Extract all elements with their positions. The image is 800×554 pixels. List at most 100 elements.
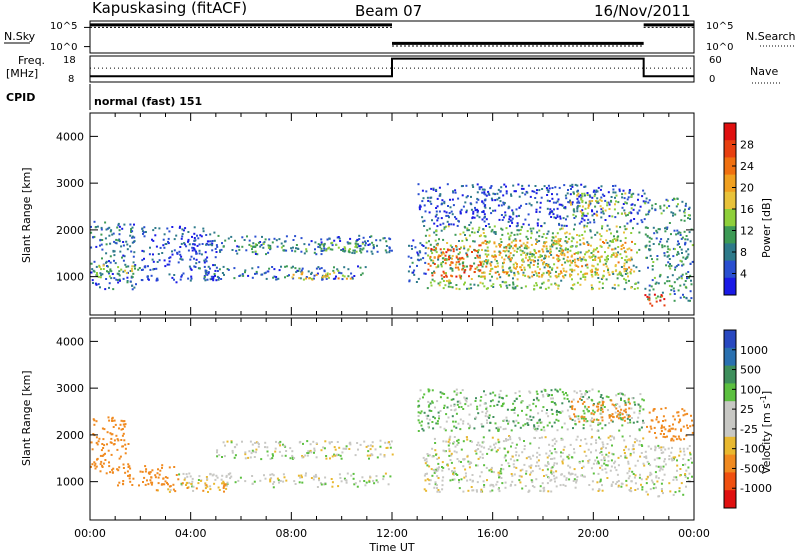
heat-cell: [102, 447, 105, 449]
heat-cell: [174, 490, 177, 493]
heat-cell: [588, 410, 590, 413]
heat-cell: [602, 241, 604, 243]
heat-cell: [567, 260, 570, 263]
heat-cell: [168, 263, 171, 266]
heat-cell: [607, 409, 609, 412]
heat-cell: [565, 236, 568, 239]
heat-cell: [205, 484, 208, 487]
heat-cell: [498, 250, 501, 253]
heat-cell: [528, 489, 531, 492]
velocity-colorbar-swatch: [724, 365, 736, 384]
heat-cell: [635, 282, 637, 285]
heat-cell: [513, 459, 516, 462]
heat-cell: [421, 420, 423, 423]
heat-cell: [299, 476, 302, 479]
heat-cell: [541, 469, 544, 472]
heat-cell: [626, 198, 629, 201]
heat-cell: [659, 432, 662, 435]
heat-cell: [619, 239, 622, 242]
heat-cell: [621, 418, 624, 421]
heat-cell: [520, 187, 523, 190]
heat-cell: [630, 407, 633, 410]
heat-cell: [668, 428, 671, 431]
heat-cell: [360, 251, 363, 254]
heat-cell: [417, 411, 420, 414]
heat-cell: [464, 269, 467, 271]
heat-cell: [587, 206, 590, 209]
heat-cell: [591, 480, 594, 483]
heat-cell: [644, 294, 647, 297]
heat-cell: [546, 456, 549, 459]
heat-cell: [111, 468, 114, 471]
heat-cell: [355, 244, 358, 247]
heat-cell: [617, 201, 620, 204]
heat-cell: [648, 244, 651, 247]
heat-cell: [581, 460, 584, 463]
heat-cell: [476, 266, 479, 269]
heat-cell: [450, 452, 453, 455]
heat-cell: [553, 477, 556, 480]
heat-cell: [424, 272, 427, 275]
heat-cell: [593, 218, 595, 221]
heat-cell: [579, 445, 582, 447]
heat-cell: [645, 482, 648, 485]
heat-cell: [422, 197, 425, 200]
heat-cell: [301, 455, 304, 457]
heat-cell: [534, 185, 537, 187]
heat-cell: [108, 465, 111, 468]
heat-cell: [529, 409, 532, 412]
heat-cell: [608, 215, 611, 218]
heat-cell: [552, 213, 555, 216]
heat-cell: [497, 488, 500, 491]
heat-cell: [379, 453, 382, 456]
heat-cell: [382, 475, 385, 478]
heat-cell: [529, 251, 532, 254]
heat-cell: [285, 479, 288, 482]
nave-ytick-top: 60: [709, 55, 722, 66]
heat-cell: [624, 401, 627, 404]
heat-cell: [638, 270, 641, 272]
heat-cell: [556, 215, 559, 218]
heat-cell: [188, 472, 191, 475]
heat-cell: [683, 283, 686, 286]
heat-cell: [190, 483, 193, 485]
heat-cell: [522, 223, 525, 226]
heat-cell: [117, 439, 120, 442]
heat-cell: [633, 218, 636, 220]
freq-line: [90, 57, 694, 78]
heat-cell: [204, 279, 207, 282]
heat-cell: [144, 266, 147, 269]
heat-cell: [110, 437, 113, 440]
heat-cell: [625, 214, 628, 217]
heat-cell: [283, 476, 286, 479]
heat-cell: [426, 472, 428, 475]
heat-cell: [520, 226, 523, 229]
heat-cell: [482, 232, 485, 234]
heat-cell: [113, 277, 116, 280]
heat-cell: [262, 243, 265, 245]
heat-cell: [441, 488, 444, 491]
heat-cell: [659, 207, 662, 210]
heat-cell: [554, 388, 557, 391]
heat-cell: [561, 460, 564, 463]
heat-cell: [676, 197, 679, 200]
heat-cell: [452, 442, 455, 445]
heat-cell: [656, 457, 659, 460]
heat-cell: [460, 185, 463, 188]
heat-cell: [469, 268, 472, 271]
heat-cell: [577, 415, 580, 418]
heat-cell: [514, 261, 517, 264]
heat-cell: [495, 450, 498, 453]
heat-cell: [605, 239, 608, 242]
heat-cell: [408, 244, 410, 247]
heat-cell: [670, 211, 673, 214]
heat-cell: [142, 231, 145, 234]
power-cells: [90, 183, 694, 307]
heat-cell: [426, 229, 429, 232]
heat-cell: [679, 246, 681, 249]
heat-cell: [607, 436, 610, 439]
heat-cell: [556, 214, 559, 217]
heat-cell: [564, 194, 567, 197]
heat-cell: [517, 229, 520, 232]
power-colorbar-tick-label: 24: [740, 160, 754, 173]
